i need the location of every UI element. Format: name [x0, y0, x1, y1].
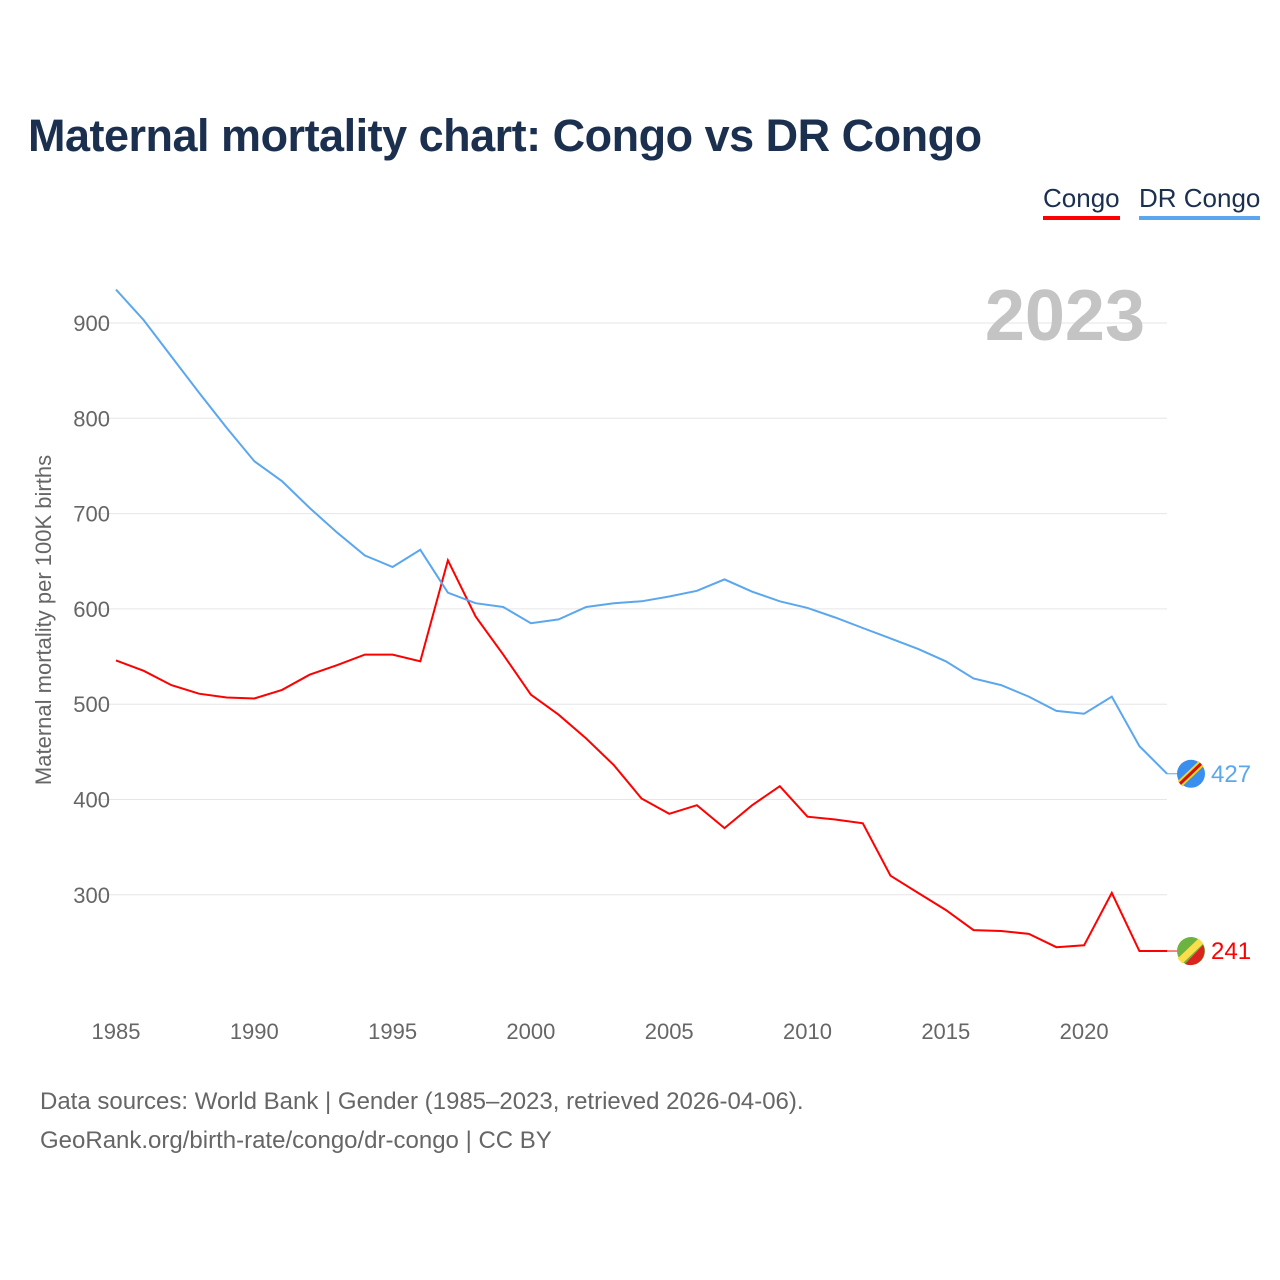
footer-sources: Data sources: World Bank | Gender (1985–… [40, 1088, 804, 1115]
y-tick-label: 900 [73, 311, 110, 336]
end-value-label: 241 [1211, 938, 1251, 965]
y-tick-label: 600 [73, 597, 110, 622]
legend-congo[interactable]: Congo [1043, 183, 1120, 220]
y-axis-label: Maternal mortality per 100K births [31, 455, 56, 785]
x-tick-label: 1985 [92, 1019, 141, 1044]
x-tick-label: 1990 [230, 1019, 279, 1044]
x-tick-label: 2005 [645, 1019, 694, 1044]
series-line-dr-congo [115, 288, 1168, 775]
x-tick-label: 1995 [368, 1019, 417, 1044]
y-tick-label: 500 [73, 692, 110, 717]
y-tick-label: 800 [73, 406, 110, 431]
x-tick-label: 2020 [1060, 1019, 1109, 1044]
y-tick-label: 400 [73, 788, 110, 813]
y-tick-label: 700 [73, 502, 110, 527]
legend-dr-congo[interactable]: DR Congo [1139, 183, 1261, 220]
x-tick-label: 2010 [783, 1019, 832, 1044]
footer-url[interactable]: GeoRank.org/birth-rate/congo/dr-congo | … [40, 1127, 552, 1154]
chart-title: Maternal mortality chart: Congo vs DR Co… [28, 110, 982, 161]
x-tick-label: 2000 [506, 1019, 555, 1044]
year-watermark: 2023 [985, 276, 1145, 356]
series-line-congo [115, 557, 1168, 952]
end-value-label: 427 [1211, 761, 1251, 788]
x-tick-label: 2015 [921, 1019, 970, 1044]
y-tick-label: 300 [73, 883, 110, 908]
